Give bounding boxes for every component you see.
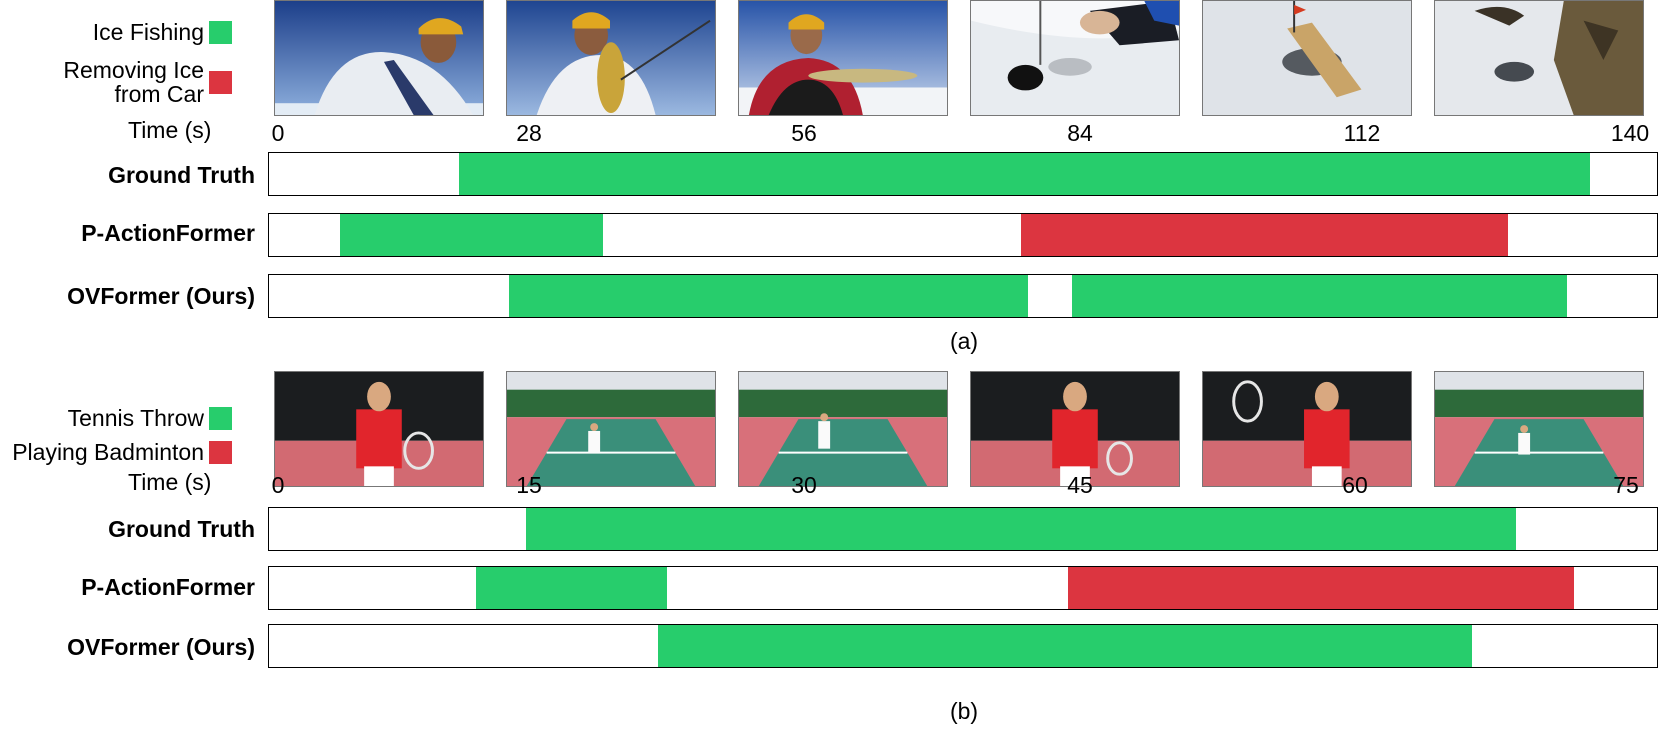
time-tick: 0 <box>271 472 285 498</box>
time-tick: 0 <box>271 120 285 146</box>
segment-green <box>1072 275 1567 317</box>
ice-fishing-frame-5 <box>1202 0 1412 116</box>
segment-green <box>508 275 1029 317</box>
time-tick: 28 <box>516 120 542 146</box>
time-tick: 56 <box>791 120 817 146</box>
time-tick: 60 <box>1342 472 1368 498</box>
time-tick: 45 <box>1067 472 1093 498</box>
tennis-frame-4 <box>970 371 1180 487</box>
legend-item-tennis-throw: Tennis Throw <box>68 406 232 430</box>
time-tick: 140 <box>1610 120 1650 146</box>
legend-item-removing-ice: Removing Ice from Car <box>63 58 232 106</box>
time-tick: 75 <box>1613 472 1639 498</box>
tennis-frame-5 <box>1202 371 1412 487</box>
row-label-p-actionformer: P-ActionFormer <box>81 220 255 246</box>
legend-item-playing-badminton: Playing Badminton <box>12 440 232 464</box>
legend-label: Ice Fishing <box>92 19 204 45</box>
tennis-frame-6 <box>1434 371 1644 487</box>
legend-swatch-red <box>209 70 232 94</box>
timeline-p-actionformer <box>268 213 1658 257</box>
ice-fishing-frame-3 <box>738 0 948 116</box>
legend-label: Tennis Throw <box>67 405 204 431</box>
ice-fishing-frame-6 <box>1434 0 1644 116</box>
segment-green <box>459 153 1590 195</box>
time-axis-label: Time (s) <box>128 469 212 495</box>
video-frames <box>274 371 1651 489</box>
timeline-ground-truth <box>268 507 1658 551</box>
time-tick: 84 <box>1067 120 1093 146</box>
time-tick: 30 <box>791 472 817 498</box>
row-label-ovformer: OVFormer (Ours) <box>67 634 255 660</box>
ice-fishing-frame-1 <box>274 0 484 116</box>
video-frames <box>274 0 1651 118</box>
row-label-p-actionformer: P-ActionFormer <box>81 574 255 600</box>
legend-label: Removing Ice from Car <box>63 57 204 107</box>
row-label-ovformer: OVFormer (Ours) <box>67 283 255 309</box>
tennis-frame-3 <box>738 371 948 487</box>
panel-caption: (a) <box>949 328 979 354</box>
row-label-ground-truth: Ground Truth <box>108 162 255 188</box>
time-axis-label: Time (s) <box>128 117 212 143</box>
time-tick: 15 <box>516 472 542 498</box>
timeline-ovformer <box>268 274 1658 318</box>
segment-green <box>526 508 1517 550</box>
panel-b: Tennis Throw Playing Badminton <box>0 366 1660 732</box>
panel-a: Ice Fishing Removing Ice from Car <box>63 0 1658 354</box>
segment-red <box>1068 567 1574 609</box>
segment-green <box>340 214 604 256</box>
legend-swatch-red <box>209 440 232 464</box>
segment-green <box>657 625 1472 667</box>
tennis-frame-2 <box>506 371 716 487</box>
segment-green <box>476 567 667 609</box>
legend-swatch-green <box>209 406 232 430</box>
legend-swatch-green <box>209 20 232 44</box>
legend-label: Playing Badminton <box>12 439 204 465</box>
time-tick: 112 <box>1343 120 1381 146</box>
panel-caption: (b) <box>949 698 979 724</box>
segment-red <box>1021 214 1509 256</box>
timeline-p-actionformer <box>268 566 1658 610</box>
timeline-ovformer <box>268 624 1658 668</box>
row-label-ground-truth: Ground Truth <box>108 516 255 542</box>
tennis-frame-1 <box>274 371 484 487</box>
legend-item-ice-fishing: Ice Fishing <box>93 20 232 44</box>
timeline-ground-truth <box>268 152 1658 196</box>
ice-fishing-frame-4 <box>970 0 1180 116</box>
ice-fishing-frame-2 <box>506 0 716 116</box>
